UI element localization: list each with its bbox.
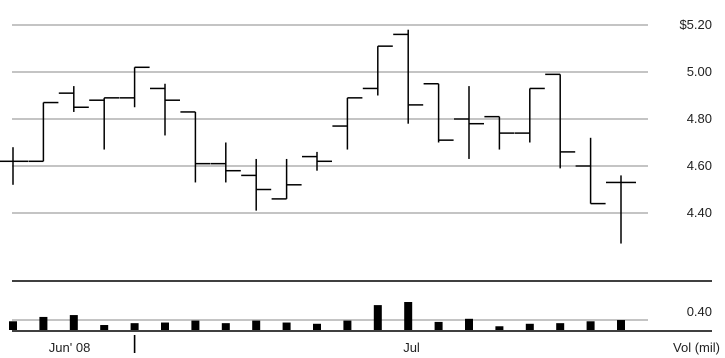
volume-bar — [282, 322, 291, 330]
volume-bar — [556, 323, 565, 330]
price-tick-label: 4.80 — [687, 111, 712, 126]
price-tick-label: 5.00 — [687, 64, 712, 79]
price-gridlines — [12, 24, 648, 214]
volume-bar — [404, 302, 413, 330]
ohlc-bar — [362, 45, 393, 96]
ohlc-bar — [0, 147, 28, 185]
volume-bar — [252, 320, 261, 330]
volume-bar — [100, 325, 109, 330]
volume-tick-label: 0.40 — [687, 304, 712, 319]
ohlc-bar — [89, 97, 120, 150]
ohlc-bar — [332, 97, 363, 150]
volume-bar — [373, 305, 382, 330]
ohlc-bar — [241, 158, 272, 211]
ohlc-bar — [210, 142, 241, 183]
ohlc-bar — [271, 158, 302, 200]
ohlc-bar — [575, 137, 606, 205]
volume-bar — [9, 321, 17, 330]
price-axis-ticks: $5.20 5.00 4.80 4.60 4.40 — [679, 17, 712, 220]
ohlc-bar — [302, 151, 332, 171]
volume-bar — [495, 326, 504, 330]
volume-bar — [525, 323, 534, 330]
volume-bar — [130, 323, 139, 330]
volume-bar — [465, 318, 473, 330]
volume-axis-label: Vol (mil) — [673, 340, 720, 355]
ohlc-bar — [606, 175, 636, 244]
volume-bar — [313, 323, 321, 330]
volume-bar — [434, 321, 443, 330]
ohlc-bar — [393, 29, 424, 124]
volume-bar — [617, 320, 625, 330]
volume-bars — [9, 302, 625, 330]
volume-bar — [69, 315, 78, 330]
volume-bar — [343, 320, 352, 330]
price-bars — [0, 29, 636, 244]
price-tick-label: 4.60 — [687, 158, 712, 173]
x-axis-labels: Jun' 08 Jul — [49, 340, 420, 355]
x-axis-label: Jul — [403, 340, 420, 355]
ohlc-bar — [423, 83, 454, 143]
ohlc-bar — [180, 111, 211, 183]
volume-bar — [161, 322, 169, 330]
ohlc-bar — [484, 115, 515, 150]
ohlc-bar — [119, 66, 150, 108]
volume-bar — [191, 320, 200, 330]
x-axis-label: Jun' 08 — [49, 340, 91, 355]
volume-bar — [39, 316, 48, 330]
volume-bar — [221, 323, 230, 330]
ohlc-bar — [545, 73, 576, 169]
ohlc-bar — [28, 101, 59, 163]
price-tick-label: 4.40 — [687, 205, 712, 220]
ohlc-bar — [150, 83, 180, 136]
volume-bar — [586, 321, 595, 330]
ohlc-bar — [454, 86, 484, 159]
ohlc-bar — [58, 86, 89, 112]
ohlc-bar — [514, 87, 545, 143]
price-tick-label: $5.20 — [679, 17, 712, 32]
